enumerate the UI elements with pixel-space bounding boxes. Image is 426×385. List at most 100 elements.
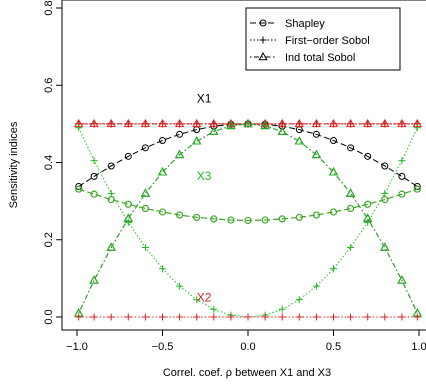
data-point bbox=[174, 149, 185, 159]
data-point bbox=[364, 218, 372, 226]
data-point bbox=[75, 124, 83, 132]
data-point bbox=[174, 118, 185, 128]
y-tick-label: 0.6 bbox=[43, 78, 55, 93]
annotation-x3: X3 bbox=[197, 169, 212, 183]
series-x3-shapley bbox=[75, 185, 421, 224]
data-point bbox=[209, 126, 219, 135]
data-point bbox=[295, 213, 303, 221]
data-point bbox=[193, 313, 201, 321]
data-point bbox=[210, 215, 218, 223]
series-line bbox=[78, 123, 418, 314]
data-point bbox=[176, 211, 184, 219]
data-point bbox=[75, 313, 83, 321]
data-point bbox=[90, 190, 98, 198]
legend-box bbox=[245, 7, 401, 71]
x-tick-label: 1.0 bbox=[411, 341, 426, 353]
data-point bbox=[363, 118, 373, 128]
data-point bbox=[330, 265, 337, 273]
legend: Shapley First−order Sobol Ind total Sobol bbox=[245, 7, 401, 71]
data-point bbox=[141, 313, 149, 321]
data-point bbox=[330, 313, 337, 321]
data-point bbox=[259, 36, 267, 44]
data-point bbox=[159, 313, 166, 321]
data-point bbox=[347, 313, 355, 321]
data-point bbox=[259, 19, 267, 27]
data-point bbox=[176, 130, 184, 138]
annotations: X1 X3 X2 bbox=[197, 92, 212, 305]
data-point bbox=[176, 313, 184, 321]
data-point bbox=[330, 208, 337, 216]
data-point bbox=[244, 313, 252, 321]
data-point bbox=[258, 51, 268, 61]
data-point bbox=[226, 118, 236, 128]
data-point bbox=[347, 243, 355, 251]
y-tick-label: 0.0 bbox=[43, 309, 55, 324]
data-point bbox=[413, 185, 421, 193]
data-point bbox=[381, 313, 389, 321]
data-point bbox=[312, 313, 320, 321]
data-point bbox=[107, 162, 115, 170]
y-axis-title: Sensitivity indices bbox=[8, 121, 20, 208]
data-point bbox=[345, 118, 356, 128]
data-point bbox=[412, 118, 422, 128]
data-point bbox=[330, 136, 337, 144]
data-point bbox=[159, 265, 166, 273]
data-point bbox=[260, 120, 270, 130]
data-point bbox=[106, 242, 116, 251]
data-point bbox=[261, 313, 269, 321]
data-point bbox=[347, 204, 355, 212]
data-point bbox=[140, 188, 151, 197]
data-point bbox=[89, 118, 99, 128]
data-point bbox=[192, 136, 202, 145]
data-point bbox=[75, 185, 83, 193]
data-point bbox=[413, 313, 421, 321]
data-point bbox=[141, 243, 149, 251]
data-point bbox=[312, 130, 320, 138]
data-point bbox=[345, 188, 356, 197]
data-point bbox=[123, 213, 133, 222]
data-point bbox=[278, 305, 286, 313]
data-point bbox=[90, 172, 98, 180]
data-point bbox=[398, 313, 406, 321]
data-point bbox=[312, 282, 320, 290]
data-point bbox=[141, 144, 149, 152]
data-point bbox=[398, 157, 406, 165]
data-point bbox=[192, 118, 202, 128]
plot-frame bbox=[61, 0, 426, 331]
data-point bbox=[261, 216, 269, 224]
data-point bbox=[176, 282, 184, 290]
data-point bbox=[226, 120, 236, 130]
data-point bbox=[328, 118, 339, 128]
data-point bbox=[210, 305, 218, 313]
data-point bbox=[278, 313, 286, 321]
series-line bbox=[78, 127, 418, 318]
x-axis-title: Correl. coef. ρ between X1 and X3 bbox=[163, 367, 331, 379]
series-line bbox=[78, 123, 418, 314]
data-point bbox=[90, 313, 98, 321]
series-x3-first-order-sobol bbox=[75, 124, 421, 321]
data-point bbox=[193, 213, 201, 221]
annotation-x2: X2 bbox=[197, 291, 212, 305]
data-point bbox=[380, 242, 390, 251]
legend-label: Ind total Sobol bbox=[285, 52, 355, 64]
data-point bbox=[141, 204, 149, 212]
annotation-x1: X1 bbox=[197, 92, 212, 106]
data-point bbox=[311, 149, 322, 159]
data-point bbox=[277, 126, 287, 135]
data-point bbox=[260, 118, 270, 128]
data-point bbox=[381, 189, 389, 197]
data-point bbox=[398, 172, 406, 180]
data-point bbox=[227, 313, 235, 321]
data-point bbox=[107, 313, 115, 321]
data-point bbox=[210, 313, 218, 321]
y-tick-label: 0.2 bbox=[43, 232, 55, 247]
data-point bbox=[124, 218, 132, 226]
data-point bbox=[89, 275, 99, 284]
data-point bbox=[106, 118, 116, 128]
data-point bbox=[312, 211, 320, 219]
data-point bbox=[347, 144, 355, 152]
data-point bbox=[311, 118, 322, 128]
axes: −1.0 −0.5 0.0 0.5 1.0 0.0 0.2 0.4 0.6 0.8 bbox=[43, 0, 426, 353]
x-tick-label: 0.0 bbox=[240, 341, 255, 353]
series-line bbox=[78, 123, 418, 187]
